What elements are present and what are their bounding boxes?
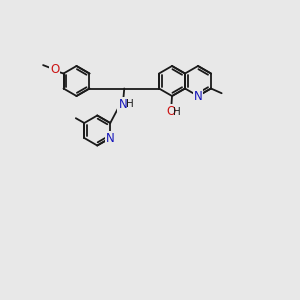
Text: O: O (166, 105, 175, 118)
Text: N: N (106, 131, 115, 145)
Text: H: H (173, 106, 181, 117)
Text: N: N (118, 98, 127, 111)
Text: O: O (50, 63, 59, 76)
Text: N: N (194, 89, 202, 103)
Text: H: H (126, 99, 134, 109)
